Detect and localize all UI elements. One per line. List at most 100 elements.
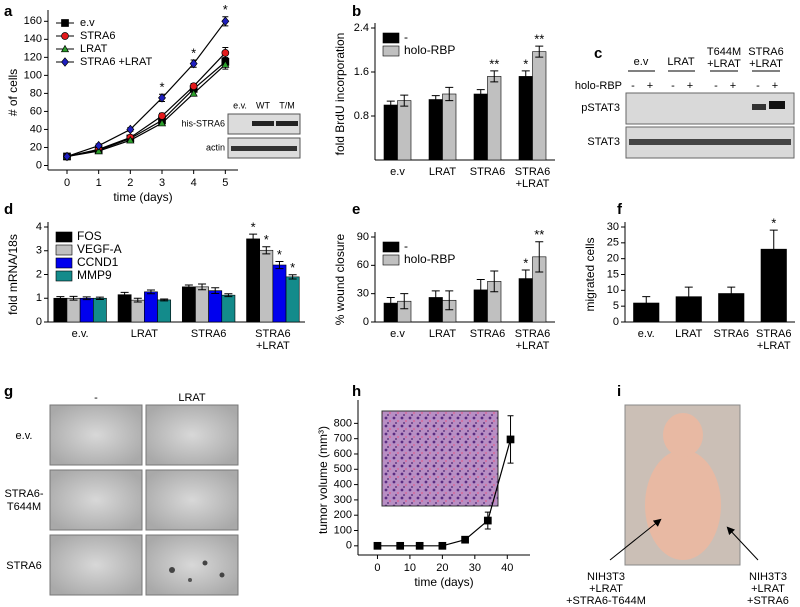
bar bbox=[221, 294, 236, 323]
column-label: - bbox=[94, 392, 98, 404]
y-tick-label: 25 bbox=[607, 237, 619, 249]
x-tick-label: 4 bbox=[191, 177, 197, 189]
y-tick-label: 300 bbox=[334, 494, 352, 506]
x-tick-label: STRA6 bbox=[470, 166, 505, 178]
x-tick-label: LRAT bbox=[675, 328, 703, 340]
callout: NIH3T3 bbox=[587, 571, 625, 583]
arrow bbox=[609, 518, 662, 561]
y-tick-label: 3 bbox=[36, 245, 42, 257]
y-tick-label: 60 bbox=[357, 259, 369, 271]
x-tick-label: 3 bbox=[159, 177, 165, 189]
x-axis-label: time (days) bbox=[414, 575, 473, 589]
x-tick-label: 40 bbox=[501, 562, 513, 574]
marker bbox=[221, 48, 230, 57]
panel-letter: a bbox=[4, 3, 13, 20]
x-tick-label: STRA6 bbox=[470, 328, 505, 340]
y-tick-label: 160 bbox=[24, 15, 42, 27]
y-tick-label: 800 bbox=[334, 417, 352, 429]
x-axis-label: time (days) bbox=[113, 190, 172, 204]
x-tick-label: 20 bbox=[436, 562, 448, 574]
row-label: STRA6- bbox=[4, 488, 43, 500]
lane-label: LRAT bbox=[667, 56, 695, 68]
bar bbox=[181, 286, 196, 323]
x-tick-label: LRAT bbox=[429, 328, 457, 340]
y-tick-label: 80 bbox=[30, 87, 42, 99]
bar bbox=[383, 104, 398, 161]
y-tick-label: 4 bbox=[36, 221, 42, 233]
error-bar bbox=[224, 293, 233, 298]
y-tick-label: 500 bbox=[334, 463, 352, 475]
mouse-body bbox=[645, 450, 721, 560]
colony bbox=[202, 560, 208, 566]
legend-label: e.v bbox=[80, 17, 95, 29]
error-bar bbox=[211, 287, 220, 294]
error-bar bbox=[56, 296, 65, 301]
marker bbox=[158, 112, 166, 120]
bar bbox=[518, 76, 533, 161]
significance: * bbox=[290, 260, 295, 275]
chart-bar: e 0 30 60 90 % wound closure e.v LRAT STRA6 STRA6… bbox=[333, 201, 555, 352]
error-bar bbox=[490, 70, 499, 83]
error-bar bbox=[249, 233, 258, 245]
x-tick-label: STRA6 bbox=[515, 328, 550, 340]
bar bbox=[195, 286, 209, 323]
callout: +LRAT bbox=[751, 583, 785, 595]
callout: NIH3T3 bbox=[749, 571, 787, 583]
marker bbox=[438, 541, 447, 550]
micrograph bbox=[145, 404, 239, 466]
error-bar bbox=[400, 293, 409, 310]
bar bbox=[92, 297, 107, 323]
treatment-label: holo-RBP bbox=[575, 80, 622, 92]
legend-swatch bbox=[382, 241, 400, 253]
y-tick-label: 0 bbox=[363, 316, 369, 328]
marker bbox=[61, 57, 69, 67]
bar bbox=[117, 294, 132, 323]
row-label: e.v. bbox=[16, 430, 33, 442]
colony bbox=[188, 578, 192, 582]
y-axis-label: # of cells bbox=[6, 69, 20, 116]
error-bar bbox=[386, 100, 395, 110]
y-tick-label: 600 bbox=[334, 448, 352, 460]
lane-label: +LRAT bbox=[749, 58, 783, 70]
panel-letter: d bbox=[4, 201, 13, 218]
error-bar bbox=[521, 269, 530, 288]
marker bbox=[94, 146, 103, 155]
error-bar bbox=[133, 297, 142, 303]
micrograph bbox=[145, 469, 239, 531]
y-tick-label: 20 bbox=[607, 253, 619, 265]
y-tick-label: 120 bbox=[24, 51, 42, 63]
blot-band bbox=[769, 101, 785, 109]
y-tick-label: 60 bbox=[30, 105, 42, 117]
marker bbox=[94, 140, 103, 151]
series-line bbox=[66, 20, 226, 158]
x-tick-label: 10 bbox=[404, 562, 416, 574]
blot-band bbox=[276, 121, 298, 126]
row-label: STAT3 bbox=[587, 136, 620, 148]
colony bbox=[219, 572, 225, 578]
y-tick-label: 2.4 bbox=[354, 22, 369, 34]
y-tick-label: 90 bbox=[357, 231, 369, 243]
y-tick-label: 1.6 bbox=[354, 66, 369, 78]
y-tick-label: 0 bbox=[36, 316, 42, 328]
error-bar bbox=[69, 295, 78, 301]
lane-label: T644M bbox=[707, 46, 741, 58]
error-bar bbox=[535, 241, 544, 273]
x-tick-label: +LRAT bbox=[516, 178, 550, 190]
error-bar bbox=[95, 296, 104, 300]
wound-images: g - LRAT e.v. STRA6- T644M STRA6 bbox=[4, 383, 239, 596]
error-bar bbox=[476, 89, 485, 99]
marker bbox=[157, 118, 167, 127]
y-tick-label: 40 bbox=[30, 123, 42, 135]
x-tick-label: 30 bbox=[469, 562, 481, 574]
callout: +LRAT bbox=[589, 583, 623, 595]
y-axis-label: fold BrdU incorporation bbox=[333, 33, 347, 156]
significance: * bbox=[264, 232, 269, 247]
y-tick-label: 0.8 bbox=[354, 110, 369, 122]
y-tick-label: 0 bbox=[346, 540, 352, 552]
legend-label: LRAT bbox=[80, 43, 108, 55]
x-tick-label: LRAT bbox=[429, 166, 457, 178]
legend-label: CCND1 bbox=[77, 255, 119, 269]
bar bbox=[397, 100, 412, 161]
significance: * bbox=[523, 56, 528, 71]
